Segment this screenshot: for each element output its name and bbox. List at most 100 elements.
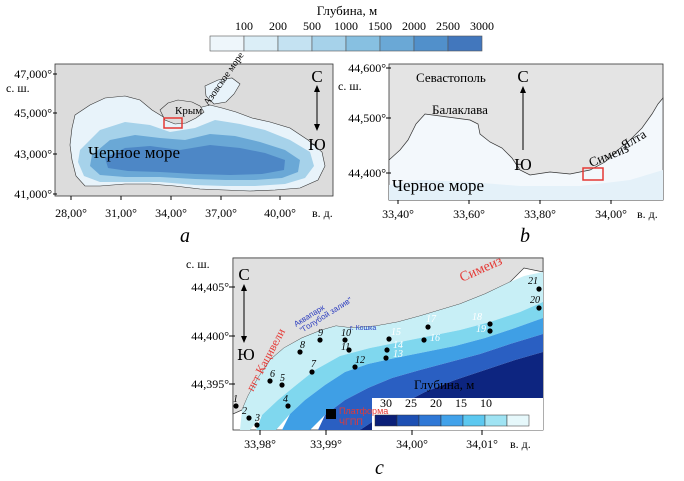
station-point: [421, 337, 427, 343]
station-point: [285, 403, 291, 409]
depth-legend-title: Глубина, м: [317, 3, 377, 18]
depth-layer-15m: [256, 302, 543, 430]
lat-tick-c: 44,400°: [191, 329, 229, 343]
station-point: [487, 328, 493, 334]
station-label: 8: [300, 340, 305, 351]
station-point: [487, 321, 493, 327]
station-label: 1: [233, 394, 238, 405]
arrow-head-up-b: [520, 86, 526, 93]
station-label: 14: [393, 340, 403, 351]
depth-legend-c-tick: 10: [480, 396, 492, 410]
azov-sea-water: [204, 77, 241, 105]
station-label: 12: [355, 355, 365, 366]
lat-tick-b: 44,500°: [348, 111, 386, 125]
station-label: 21: [528, 276, 538, 287]
lat-tick-a: 43,000°: [14, 147, 52, 161]
station-label: 18: [472, 312, 482, 323]
lat-tick-a: 47,000°: [14, 67, 52, 81]
depth-legend-c-bar: [374, 414, 530, 427]
caption-a: a: [180, 225, 190, 247]
lat-tick-c: 44,405°: [191, 280, 229, 294]
arrow-head-down-c: [241, 336, 247, 343]
platform-label-2: ЧГПП: [339, 417, 363, 427]
depth-legend-c-swatch: [506, 414, 530, 427]
depth-legend-c-ticks: 30 25 20 15 10: [380, 396, 492, 410]
station-label: 3: [254, 413, 260, 424]
station-point: [342, 337, 348, 343]
station-label: 7: [311, 359, 317, 370]
depth-legend-swatch: [379, 35, 415, 52]
lon-unit-a: в. д.: [312, 206, 333, 220]
station-point: [246, 415, 252, 421]
depth-legend-ticks: 100 200 500 1000 1500 2000 2500 3000: [235, 19, 494, 33]
depth-legend-swatch: [277, 35, 313, 52]
depth-legend-swatch: [413, 35, 449, 52]
panel-a-lat-ticks: 47,000° 45,000° 43,000° 41,000°: [14, 67, 57, 201]
south-label-a: Ю: [308, 135, 325, 154]
depth-legend-bar: [209, 35, 483, 52]
caption-c: c: [375, 457, 384, 479]
depth-legend-tick: 2500: [436, 19, 460, 33]
station-point: [425, 324, 431, 330]
lon-tick-b: 33,80°: [524, 207, 556, 221]
lon-tick-b: 33,60°: [453, 207, 485, 221]
depth-layer-deep: [105, 145, 285, 175]
station-label: 6: [270, 369, 275, 380]
depth-legend-c-swatch: [484, 414, 508, 427]
panel-c: Симеиз пгт Кацивели Аквапарк "Голубой за…: [186, 253, 544, 479]
station-label: 2: [242, 406, 247, 417]
station-point: [254, 422, 260, 428]
lat-tick-a: 45,000°: [14, 106, 52, 120]
sea-label-b: Черное море: [392, 176, 484, 195]
lon-tick-c: 34,01°: [466, 437, 498, 451]
lon-tick-a: 34,00°: [155, 206, 187, 220]
lon-unit-b: в. д.: [637, 207, 658, 221]
lon-tick-a: 40,00°: [264, 206, 296, 220]
lon-tick-a: 31,00°: [105, 206, 137, 220]
lat-unit-a: с. ш.: [6, 81, 30, 95]
depth-layer-10m: [240, 272, 543, 430]
lon-unit-c: в. д.: [510, 437, 531, 451]
station-point: [384, 347, 390, 353]
arrow-head-up-a: [314, 85, 320, 92]
south-label-c: Ю: [237, 345, 254, 364]
depth-legend-c-tick: 15: [455, 396, 467, 410]
depth-legend-tick: 2000: [402, 19, 426, 33]
panel-b: Севастополь Балаклава Симеиз Ялта Черное…: [338, 61, 664, 247]
depth-legend-c-swatch: [462, 414, 486, 427]
panel-c-lon-ticks: 33,98° 33,99° 34,00° 34,01°: [244, 430, 498, 451]
depth-legend-tick: 1000: [334, 19, 358, 33]
station-point: [317, 337, 323, 343]
station-label: 9: [318, 328, 323, 339]
station-label: 11: [341, 342, 350, 353]
depth-layer-20m: [282, 318, 543, 430]
depth-legend-c-tick: 30: [380, 396, 392, 410]
panel-a-lon-ticks: 28,00° 31,00° 34,00° 37,00° 40,00°: [55, 196, 296, 220]
station-point: [233, 403, 239, 409]
lon-tick-b: 33,40°: [382, 207, 414, 221]
station-label: 19: [476, 324, 486, 335]
lon-tick-c: 33,99°: [310, 437, 342, 451]
depth-legend-c-tick: 20: [430, 396, 442, 410]
panel-c-lat-ticks: 44,405° 44,400° 44,395°: [191, 280, 235, 391]
station-label: 16: [430, 333, 440, 344]
crimea-label: Крым: [175, 105, 202, 117]
station-point: [267, 378, 273, 384]
depth-legend-tick: 500: [303, 19, 321, 33]
station-point: [279, 382, 285, 388]
panel-b-lon-ticks: 33,40° 33,60° 33,80° 34,00°: [382, 200, 627, 221]
depth-legend-swatch: [447, 35, 483, 52]
depth-legend-tick: 100: [235, 19, 253, 33]
sea-label-a: Черное море: [88, 143, 180, 162]
lat-unit-b: с. ш.: [338, 79, 362, 93]
station-point: [297, 349, 303, 355]
arrow-head-down-a: [314, 124, 320, 131]
station-point: [383, 355, 389, 361]
south-label-b: Ю: [514, 155, 531, 174]
lon-tick-b: 34,00°: [595, 207, 627, 221]
depth-legend-swatch: [345, 35, 381, 52]
lat-tick-b: 44,400°: [348, 166, 386, 180]
north-label-c: С: [238, 265, 249, 284]
